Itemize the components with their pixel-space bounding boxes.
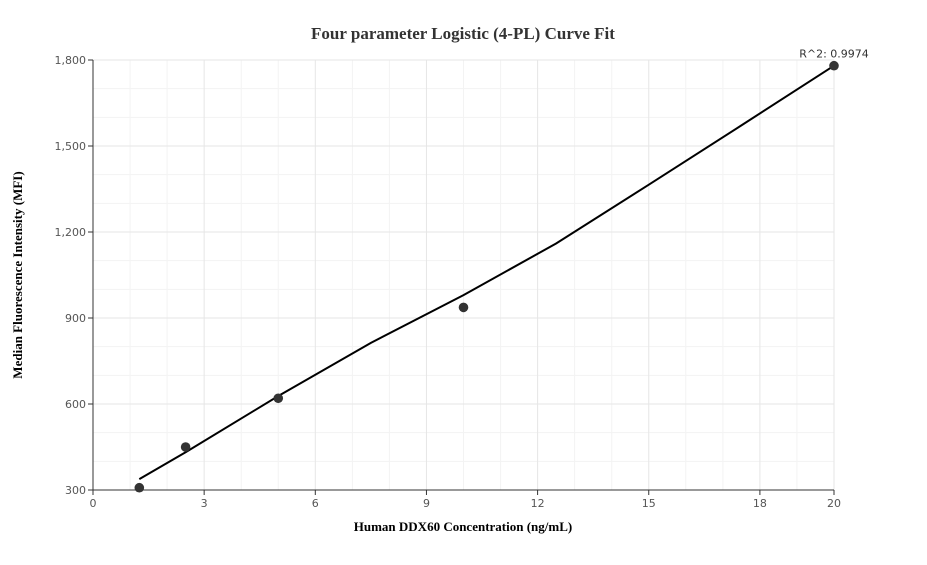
y-tick-label: 1,800	[55, 54, 87, 67]
x-tick-label: 12	[531, 497, 545, 510]
y-axis-title: Median Fluorescence Intensity (MFI)	[10, 171, 25, 378]
x-tick-label: 18	[753, 497, 767, 510]
ticks: 0 3 6 9 12 15 18 20 300 600 900 1,200 1,500 1,800	[55, 54, 842, 510]
series	[134, 60, 839, 493]
r-squared-annotation: R^2: 0.9974	[799, 48, 869, 61]
axes	[92, 60, 834, 491]
data-point	[829, 60, 839, 71]
data-point	[273, 393, 284, 404]
x-tick-label: 0	[90, 497, 97, 510]
chart-title: Four parameter Logistic (4-PL) Curve Fit	[311, 24, 615, 43]
data-point	[458, 302, 469, 313]
data-point	[180, 442, 191, 452]
grid	[93, 59, 835, 490]
x-tick-label: 9	[423, 497, 430, 510]
data-point	[134, 482, 145, 493]
fit-curve	[138, 64, 835, 480]
y-tick-label: 900	[65, 312, 86, 325]
x-axis-title: Human DDX60 Concentration (ng/mL)	[354, 519, 572, 534]
y-tick-label: 600	[65, 398, 86, 411]
x-tick-label: 20	[827, 497, 841, 510]
y-tick-label: 1,500	[55, 140, 87, 153]
y-tick-label: 300	[65, 484, 86, 497]
y-tick-label: 1,200	[55, 226, 87, 239]
x-tick-label: 3	[201, 497, 208, 510]
x-tick-label: 15	[642, 497, 656, 510]
x-tick-label: 6	[312, 497, 319, 510]
